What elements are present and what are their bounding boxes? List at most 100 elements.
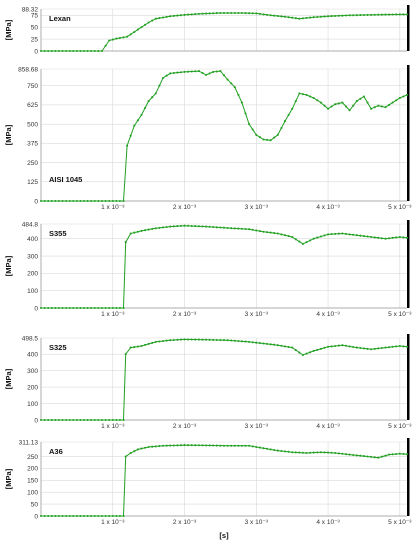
data-point bbox=[215, 338, 218, 342]
data-point bbox=[136, 448, 139, 451]
data-point bbox=[93, 199, 96, 203]
data-point bbox=[154, 227, 157, 230]
data-point bbox=[294, 349, 297, 352]
data-point bbox=[219, 444, 222, 447]
data-point bbox=[373, 456, 376, 459]
data-point bbox=[79, 49, 82, 53]
data-point bbox=[291, 235, 294, 239]
data-point bbox=[359, 97, 362, 100]
data-point bbox=[251, 445, 254, 448]
data-point bbox=[86, 199, 89, 203]
data-point bbox=[298, 451, 301, 454]
data-point bbox=[255, 229, 258, 232]
data-point bbox=[287, 16, 290, 19]
data-point bbox=[93, 306, 96, 310]
data-point bbox=[83, 514, 86, 518]
x-tick-label: 3 x 10⁻³ bbox=[245, 519, 269, 526]
data-point bbox=[262, 342, 265, 345]
data-point bbox=[330, 105, 333, 108]
data-point bbox=[258, 342, 261, 345]
data-point bbox=[165, 15, 168, 18]
data-point bbox=[398, 452, 401, 455]
data-point bbox=[377, 236, 380, 239]
data-point bbox=[248, 340, 251, 343]
data-point bbox=[57, 49, 60, 53]
data-point bbox=[319, 347, 322, 350]
data-point bbox=[309, 239, 312, 242]
data-point bbox=[172, 225, 175, 228]
data-point bbox=[57, 306, 60, 310]
x-tick-label: 2 x 10⁻³ bbox=[173, 519, 197, 526]
data-point bbox=[219, 11, 222, 15]
data-point bbox=[244, 12, 247, 15]
data-point bbox=[86, 306, 89, 310]
data-point bbox=[341, 101, 344, 104]
data-point bbox=[108, 306, 111, 310]
data-point bbox=[147, 21, 150, 24]
data-point bbox=[230, 227, 233, 230]
data-point bbox=[115, 199, 118, 203]
data-point bbox=[179, 14, 182, 17]
data-point bbox=[352, 233, 355, 236]
data-point bbox=[61, 199, 64, 203]
data-point bbox=[276, 344, 279, 347]
data-point bbox=[380, 13, 383, 16]
data-point bbox=[197, 70, 200, 73]
data-point bbox=[136, 28, 139, 31]
data-point bbox=[319, 15, 322, 18]
data-point bbox=[377, 456, 380, 459]
y-tick-label: 25 bbox=[31, 36, 39, 43]
data-point bbox=[240, 340, 243, 343]
data-point bbox=[179, 71, 182, 74]
data-point bbox=[172, 444, 175, 447]
data-point bbox=[176, 225, 179, 228]
data-point bbox=[294, 451, 297, 454]
data-point bbox=[327, 451, 330, 454]
data-point bbox=[226, 78, 229, 81]
data-point bbox=[226, 11, 229, 15]
data-point bbox=[54, 418, 57, 422]
data-point bbox=[176, 444, 179, 447]
data-point bbox=[172, 14, 175, 17]
y-tick-label: 500 bbox=[27, 121, 38, 128]
data-point bbox=[172, 338, 175, 342]
data-point bbox=[337, 102, 340, 105]
data-point bbox=[237, 444, 240, 447]
data-point bbox=[197, 338, 200, 341]
data-point bbox=[201, 71, 204, 75]
data-point bbox=[90, 418, 93, 422]
data-point bbox=[301, 93, 304, 96]
data-point bbox=[100, 49, 104, 53]
data-point bbox=[233, 227, 236, 230]
y-tick-label: 625 bbox=[27, 102, 38, 109]
data-point bbox=[115, 418, 118, 422]
data-point bbox=[233, 339, 236, 342]
data-point bbox=[57, 418, 60, 422]
data-point bbox=[370, 455, 373, 458]
data-point bbox=[323, 104, 326, 107]
data-point bbox=[86, 514, 89, 518]
data-point bbox=[187, 224, 190, 227]
data-point bbox=[373, 13, 376, 16]
data-point bbox=[124, 353, 127, 356]
data-point bbox=[384, 237, 387, 240]
data-point bbox=[312, 451, 315, 454]
data-point bbox=[309, 16, 312, 19]
data-point bbox=[398, 235, 401, 239]
data-point bbox=[337, 452, 340, 455]
data-point bbox=[248, 444, 251, 447]
data-point bbox=[100, 418, 104, 422]
data-point bbox=[72, 306, 75, 310]
data-point bbox=[39, 418, 43, 422]
data-point bbox=[104, 514, 107, 518]
data-point bbox=[115, 37, 118, 40]
data-point bbox=[341, 452, 344, 455]
y-tick-label: 100 bbox=[27, 401, 38, 408]
data-point bbox=[154, 92, 157, 95]
y-tick-label: 400 bbox=[27, 236, 38, 243]
x-tick-label: 4 x 10⁻³ bbox=[316, 519, 340, 526]
data-point bbox=[283, 450, 287, 453]
data-point bbox=[273, 14, 276, 17]
y-tick-label: 0 bbox=[34, 48, 38, 55]
data-point bbox=[169, 72, 172, 75]
